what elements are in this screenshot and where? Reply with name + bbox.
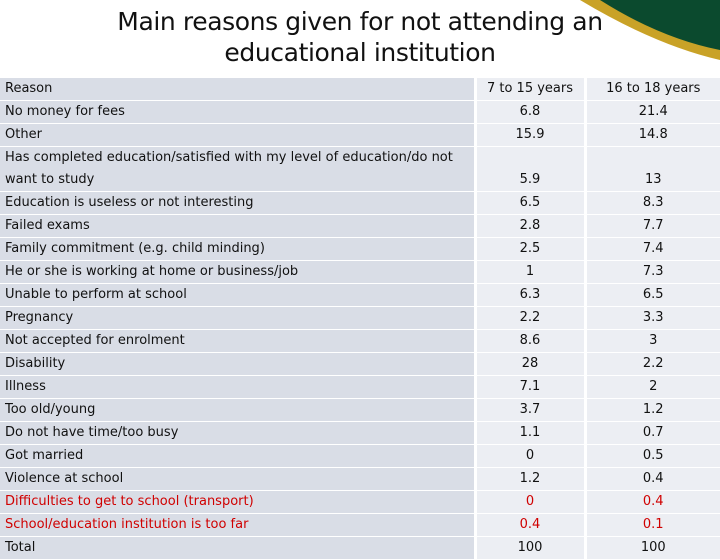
value-16-to-18: 14.8 [583,123,720,147]
value-16-to-18: 3 [583,329,720,353]
value-7-to-15: 2.2 [473,306,585,330]
header-reason: Reason [0,78,475,101]
value-7-to-15: 6.3 [473,283,585,307]
value-7-to-15: 2.5 [473,237,585,261]
corner-green-band [600,0,720,50]
table-row: Has completed education/satisfied with m… [0,146,720,192]
table-row: Family commitment (e.g. child minding) 2… [0,237,720,261]
reason-cell: School/education institution is too far [0,513,475,537]
value-16-to-18: 2 [583,375,720,399]
table-row: Disability 28 2.2 [0,352,720,376]
reason-cell: Illness [0,375,475,399]
value-16-to-18: 6.5 [583,283,720,307]
table-row: Pregnancy 2.2 3.3 [0,306,720,330]
value-16-to-18: 7.3 [583,260,720,284]
value-7-to-15: 5.9 [473,146,585,192]
reason-cell: Other [0,123,475,147]
reason-cell: Violence at school [0,467,475,491]
reason-cell: Too old/young [0,398,475,422]
table-row: Not accepted for enrolment 8.6 3 [0,329,720,353]
value-7-to-15: 8.6 [473,329,585,353]
table-row: Violence at school 1.2 0.4 [0,467,720,491]
value-7-to-15: 28 [473,352,585,376]
value-7-to-15: 6.5 [473,191,585,215]
value-16-to-18: 2.2 [583,352,720,376]
value-7-to-15: 6.8 [473,100,585,124]
value-16-to-18: 3.3 [583,306,720,330]
value-7-to-15: 15.9 [473,123,585,147]
table-row: Failed exams 2.8 7.7 [0,214,720,238]
value-7-to-15: 3.7 [473,398,585,422]
table-header-row: Reason 7 to 15 years 16 to 18 years [0,78,720,101]
value-16-to-18: 0.4 [583,490,720,514]
table-row: Other 15.9 14.8 [0,123,720,147]
table-row-highlighted: Difficulties to get to school (transport… [0,490,720,514]
table-row: He or she is working at home or business… [0,260,720,284]
value-7-to-15: 0.4 [473,513,585,537]
reason-cell: Not accepted for enrolment [0,329,475,353]
table-row: Illness 7.1 2 [0,375,720,399]
header-7-to-15: 7 to 15 years [473,78,585,101]
table-row: Too old/young 3.7 1.2 [0,398,720,422]
value-16-to-18: 1.2 [583,398,720,422]
value-16-to-18: 0.1 [583,513,720,537]
reason-cell: Family commitment (e.g. child minding) [0,237,475,261]
table-row: Unable to perform at school 6.3 6.5 [0,283,720,307]
page-title: Main reasons given for not attending an … [117,7,603,67]
reason-cell: Disability [0,352,475,376]
value-16-to-18: 0.5 [583,444,720,468]
value-7-to-15: 1.2 [473,467,585,491]
reason-cell: Failed exams [0,214,475,238]
reason-cell: Pregnancy [0,306,475,330]
reason-cell: Unable to perform at school [0,283,475,307]
table-row: No money for fees 6.8 21.4 [0,100,720,124]
value-16-to-18: 21.4 [583,100,720,124]
value-16-to-18: 7.4 [583,237,720,261]
reason-cell: Got married [0,444,475,468]
value-16-to-18: 0.7 [583,421,720,445]
value-7-to-15: 0 [473,444,585,468]
value-7-to-15: 2.8 [473,214,585,238]
table-row: Do not have time/too busy 1.1 0.7 [0,421,720,445]
reason-cell: No money for fees [0,100,475,124]
table-row: Got married 0 0.5 [0,444,720,468]
corner-decoration [580,0,720,60]
value-7-to-15: 7.1 [473,375,585,399]
value-16-to-18: 13 [583,146,720,192]
value-16-to-18: 7.7 [583,214,720,238]
reason-cell: Difficulties to get to school (transport… [0,490,475,514]
value-16-to-18: 0.4 [583,467,720,491]
value-7-to-15: 1 [473,260,585,284]
reason-cell: He or she is working at home or business… [0,260,475,284]
reason-cell: Has completed education/satisfied with m… [0,146,475,192]
reason-cell: Education is useless or not interesting [0,191,475,215]
value-16-to-18: 8.3 [583,191,720,215]
table-row-highlighted: School/education institution is too far … [0,513,720,537]
header-16-to-18: 16 to 18 years [583,78,720,101]
reasons-table: Reason 7 to 15 years 16 to 18 years No m… [0,78,720,560]
reason-cell: Do not have time/too busy [0,421,475,445]
table-row: Education is useless or not interesting … [0,191,720,215]
value-7-to-15: 0 [473,490,585,514]
value-7-to-15: 1.1 [473,421,585,445]
